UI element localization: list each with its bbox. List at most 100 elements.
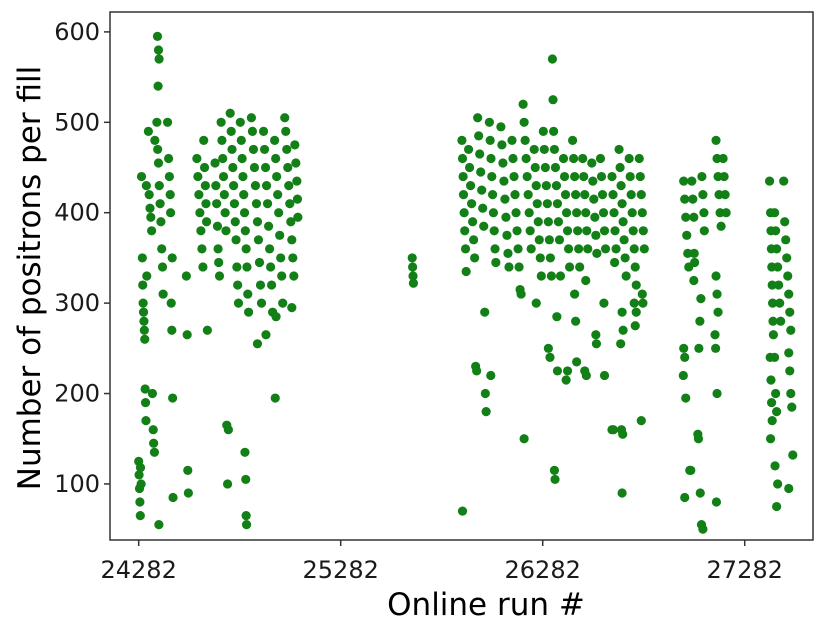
data-point <box>561 208 572 218</box>
data-point <box>289 271 299 281</box>
data-point <box>524 208 534 218</box>
data-point <box>141 180 151 191</box>
data-point <box>457 135 467 145</box>
data-point <box>534 235 544 245</box>
data-point <box>543 217 553 227</box>
data-point <box>689 212 699 222</box>
data-point <box>470 253 480 263</box>
data-point <box>764 176 775 186</box>
data-point <box>719 171 729 182</box>
data-point <box>547 54 558 64</box>
data-point <box>472 366 482 376</box>
data-point <box>465 180 476 191</box>
data-point <box>148 425 158 435</box>
data-point <box>785 366 795 376</box>
data-point <box>635 171 645 182</box>
data-point <box>550 474 560 485</box>
data-point <box>476 167 486 177</box>
data-point <box>272 171 282 182</box>
data-point <box>698 190 708 200</box>
data-point <box>560 190 571 200</box>
data-point <box>218 153 228 164</box>
data-point <box>616 339 626 349</box>
data-point <box>598 208 609 218</box>
x-tick-label: 26282 <box>505 556 581 584</box>
data-point <box>259 144 270 155</box>
data-point <box>136 171 147 182</box>
data-point <box>540 162 550 173</box>
data-point <box>141 416 151 426</box>
data-point <box>572 357 582 367</box>
data-point <box>135 497 145 507</box>
data-point <box>198 262 208 272</box>
data-point <box>720 190 730 200</box>
data-point <box>519 434 529 444</box>
data-point <box>254 257 265 268</box>
data-point <box>678 370 688 381</box>
data-point <box>212 199 222 209</box>
data-point <box>213 244 223 254</box>
data-point <box>168 492 178 503</box>
data-point <box>222 479 233 489</box>
data-point <box>587 158 597 168</box>
data-point <box>237 153 247 164</box>
data-point <box>573 226 583 236</box>
data-point <box>680 352 690 362</box>
data-point <box>253 235 264 245</box>
data-point <box>600 244 611 254</box>
data-point <box>260 162 271 173</box>
data-point <box>618 429 628 439</box>
data-point <box>458 190 469 200</box>
data-point <box>554 235 565 245</box>
data-point <box>214 271 225 281</box>
data-point <box>491 257 501 268</box>
data-point <box>770 208 780 218</box>
data-point <box>146 212 156 222</box>
data-point <box>486 153 496 164</box>
data-point <box>712 289 722 299</box>
data-point <box>591 230 601 240</box>
data-point <box>497 140 507 150</box>
data-point <box>486 370 496 381</box>
data-point <box>499 176 509 186</box>
data-point <box>154 180 164 191</box>
data-point <box>624 153 634 164</box>
data-point <box>150 135 160 145</box>
data-point <box>407 253 417 263</box>
data-point <box>487 171 497 182</box>
data-point <box>200 180 210 191</box>
data-point <box>773 262 783 272</box>
data-points <box>134 31 798 534</box>
data-point <box>478 203 488 213</box>
data-point <box>292 176 302 186</box>
data-point <box>562 226 573 236</box>
data-point <box>550 162 561 173</box>
data-point <box>286 217 296 227</box>
data-point <box>580 190 590 200</box>
data-point <box>771 226 781 236</box>
data-point <box>595 153 606 164</box>
data-point <box>509 171 519 182</box>
data-point <box>270 135 280 145</box>
data-point <box>139 316 149 326</box>
data-point <box>233 280 243 290</box>
y-tick-label: 600 <box>54 18 100 46</box>
data-point <box>228 162 238 173</box>
data-point <box>236 135 246 145</box>
data-point <box>779 176 789 186</box>
data-point <box>256 298 267 308</box>
data-point <box>609 208 619 218</box>
data-point <box>588 176 598 186</box>
data-point <box>629 298 639 308</box>
data-point <box>679 176 689 186</box>
data-point <box>145 203 155 213</box>
data-point <box>786 325 796 335</box>
data-point <box>265 262 276 272</box>
data-point <box>469 235 479 245</box>
data-point <box>277 271 287 281</box>
data-point <box>484 117 494 127</box>
data-point <box>276 253 286 263</box>
data-point <box>686 465 696 475</box>
data-point <box>474 131 484 141</box>
